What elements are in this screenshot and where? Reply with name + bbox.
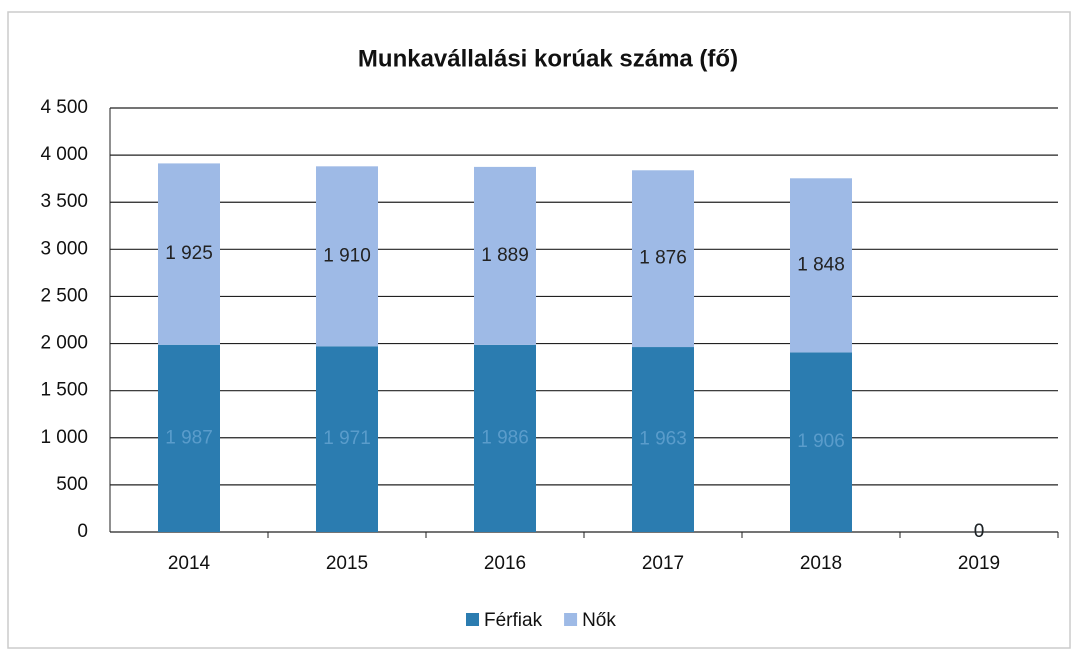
data-label: 1 971 xyxy=(323,428,371,449)
y-tick-label: 3 500 xyxy=(40,191,88,212)
y-tick-label: 4 000 xyxy=(40,144,88,165)
data-label: 1 889 xyxy=(481,245,529,266)
bar-segment xyxy=(316,346,378,532)
data-label: 1 848 xyxy=(797,254,845,275)
y-tick-label: 3 000 xyxy=(40,238,88,259)
legend-label: Férfiak xyxy=(484,610,543,631)
bar-segment xyxy=(474,344,536,532)
data-label: 1 925 xyxy=(165,243,213,264)
bar-segment xyxy=(158,163,220,345)
bar-segment xyxy=(790,352,852,532)
data-label: 1 986 xyxy=(481,427,529,448)
data-label: 0 xyxy=(974,521,985,542)
x-tick-label: 2014 xyxy=(168,553,211,574)
legend-swatch xyxy=(466,613,479,626)
bar-segment xyxy=(632,170,694,348)
legend-label: Nők xyxy=(582,610,616,631)
bar-segment xyxy=(474,166,536,345)
bar-segment xyxy=(316,166,378,347)
x-tick-label: 2018 xyxy=(800,553,842,574)
y-tick-label: 0 xyxy=(77,521,88,542)
x-tick-label: 2017 xyxy=(642,553,684,574)
y-tick-label: 500 xyxy=(56,474,88,495)
y-tick-label: 2 000 xyxy=(40,333,88,354)
y-tick-label: 1 000 xyxy=(40,427,88,448)
y-tick-label: 2 500 xyxy=(40,285,88,306)
data-label: 0 xyxy=(974,521,985,542)
data-label: 1 963 xyxy=(639,429,687,450)
bar-segment xyxy=(158,344,220,532)
bar-segment xyxy=(632,347,694,532)
y-tick-label: 1 500 xyxy=(40,380,88,401)
y-tick-label: 4 500 xyxy=(40,97,88,118)
data-label: 1 876 xyxy=(639,248,687,269)
x-tick-label: 2016 xyxy=(484,553,526,574)
data-label: 1 910 xyxy=(323,245,371,266)
x-tick-label: 2019 xyxy=(958,553,1000,574)
x-tick-label: 2015 xyxy=(326,553,368,574)
bar-segment xyxy=(790,178,852,353)
data-label: 1 906 xyxy=(797,431,845,452)
data-label: 1 987 xyxy=(165,427,213,448)
chart-title: Munkavállalási korúak száma (fő) xyxy=(358,45,738,72)
legend-swatch xyxy=(564,613,578,626)
